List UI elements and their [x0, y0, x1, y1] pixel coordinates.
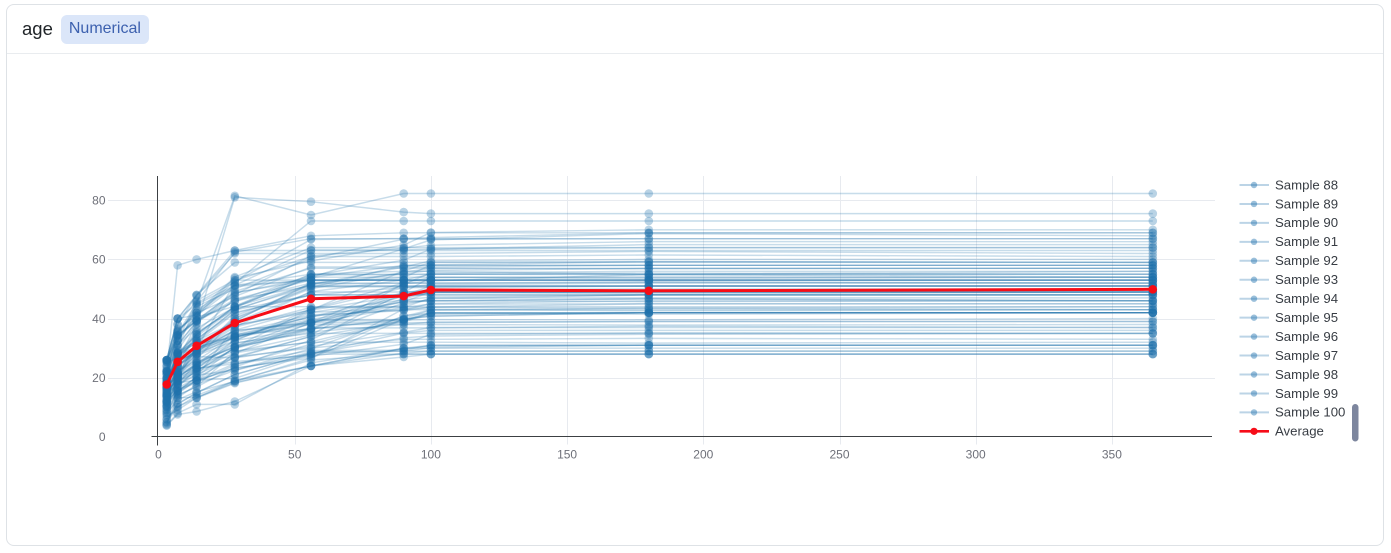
svg-text:350: 350: [1102, 448, 1122, 462]
svg-text:50: 50: [288, 448, 302, 462]
svg-text:Sample 93: Sample 93: [1275, 272, 1338, 287]
svg-text:Sample 95: Sample 95: [1275, 310, 1338, 325]
svg-text:40: 40: [92, 312, 106, 326]
svg-text:Sample 92: Sample 92: [1275, 253, 1338, 268]
svg-text:Sample 89: Sample 89: [1275, 196, 1338, 211]
svg-text:300: 300: [966, 448, 986, 462]
svg-text:Sample 97: Sample 97: [1275, 348, 1338, 363]
svg-text:Sample 100: Sample 100: [1275, 405, 1345, 420]
svg-text:Sample 90: Sample 90: [1275, 215, 1338, 230]
svg-text:250: 250: [829, 448, 849, 462]
svg-text:200: 200: [693, 448, 713, 462]
svg-text:Sample 91: Sample 91: [1275, 234, 1338, 249]
svg-text:0: 0: [99, 430, 106, 444]
svg-text:Sample 94: Sample 94: [1275, 291, 1338, 306]
svg-text:150: 150: [557, 448, 577, 462]
svg-text:Sample 98: Sample 98: [1275, 367, 1338, 382]
svg-text:Sample 99: Sample 99: [1275, 386, 1338, 401]
svg-text:60: 60: [92, 253, 106, 267]
svg-text:Sample 88: Sample 88: [1275, 177, 1338, 192]
svg-text:Average: Average: [1275, 424, 1324, 439]
svg-text:80: 80: [92, 194, 106, 208]
svg-text:100: 100: [421, 448, 441, 462]
svg-text:20: 20: [92, 371, 106, 385]
svg-text:Sample 96: Sample 96: [1275, 329, 1338, 344]
svg-text:0: 0: [155, 448, 162, 462]
